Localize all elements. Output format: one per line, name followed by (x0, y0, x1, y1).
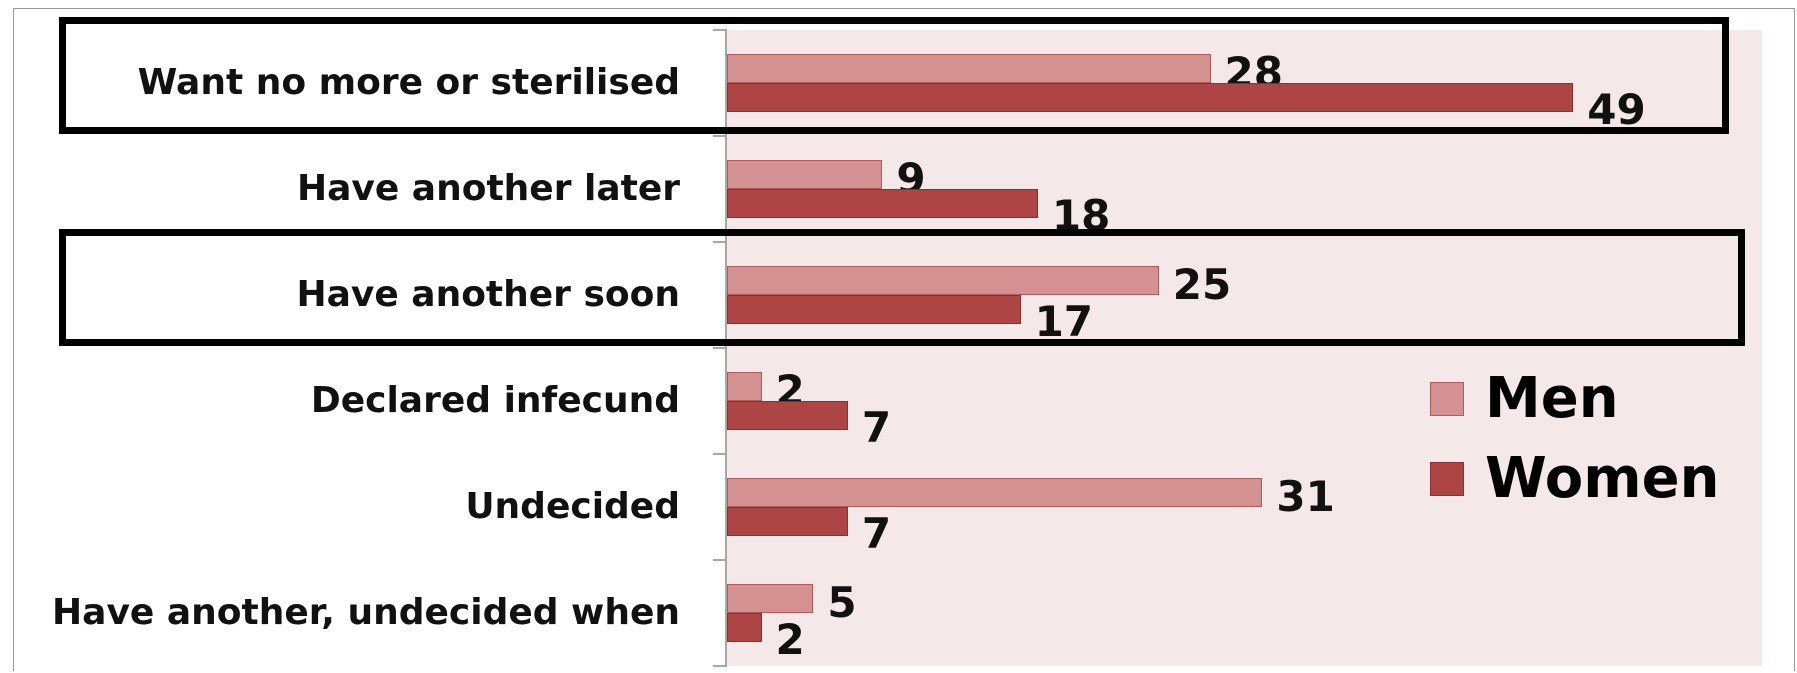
data-label-women-have-another-undecided-when: 2 (775, 615, 805, 664)
axis-tick (713, 29, 727, 31)
data-label-women-want-no-more-or-sterilised: 49 (1587, 85, 1646, 134)
plot-area (727, 30, 1762, 666)
bar-women-have-another-soon (727, 295, 1021, 324)
legend-label-women: Women (1485, 446, 1720, 511)
axis-tick (713, 135, 727, 137)
data-label-men-have-another-soon: 25 (1172, 260, 1232, 309)
bar-men-have-another-undecided-when (727, 584, 814, 613)
bar-women-have-another-undecided-when (727, 613, 762, 642)
legend-swatch-men (1430, 382, 1464, 416)
bar-men-declared-infecund (727, 372, 762, 401)
category-label-have-another-soon: Have another soon (296, 274, 680, 315)
bar-men-undecided (727, 478, 1263, 507)
axis-tick (713, 347, 727, 349)
data-label-women-declared-infecund: 7 (861, 403, 892, 452)
category-label-have-another-later: Have another later (296, 168, 680, 209)
data-label-men-undecided: 31 (1276, 472, 1335, 521)
data-label-men-have-another-undecided-when: 5 (827, 578, 857, 627)
legend-swatch-women (1430, 462, 1464, 496)
category-label-declared-infecund: Declared infecund (310, 380, 680, 421)
axis-tick (713, 665, 727, 667)
bar-men-have-another-later (727, 160, 883, 189)
category-label-undecided: Undecided (465, 486, 680, 527)
category-label-want-no-more-or-sterilised: Want no more or sterilised (137, 62, 680, 103)
bar-men-want-no-more-or-sterilised (727, 54, 1211, 83)
bar-women-declared-infecund (727, 401, 848, 430)
category-label-have-another-undecided-when: Have another, undecided when (52, 592, 680, 633)
data-label-women-have-another-later: 18 (1051, 191, 1111, 240)
axis-tick (713, 241, 727, 243)
data-label-women-have-another-soon: 17 (1034, 297, 1094, 346)
legend-label-men: Men (1485, 366, 1619, 431)
bar-women-want-no-more-or-sterilised (727, 83, 1574, 112)
bar-women-undecided (727, 507, 848, 536)
axis-tick (713, 453, 727, 455)
bar-men-have-another-soon (727, 266, 1159, 295)
data-label-women-undecided: 7 (861, 509, 892, 558)
axis-tick (713, 559, 727, 561)
bar-women-have-another-later (727, 189, 1038, 218)
